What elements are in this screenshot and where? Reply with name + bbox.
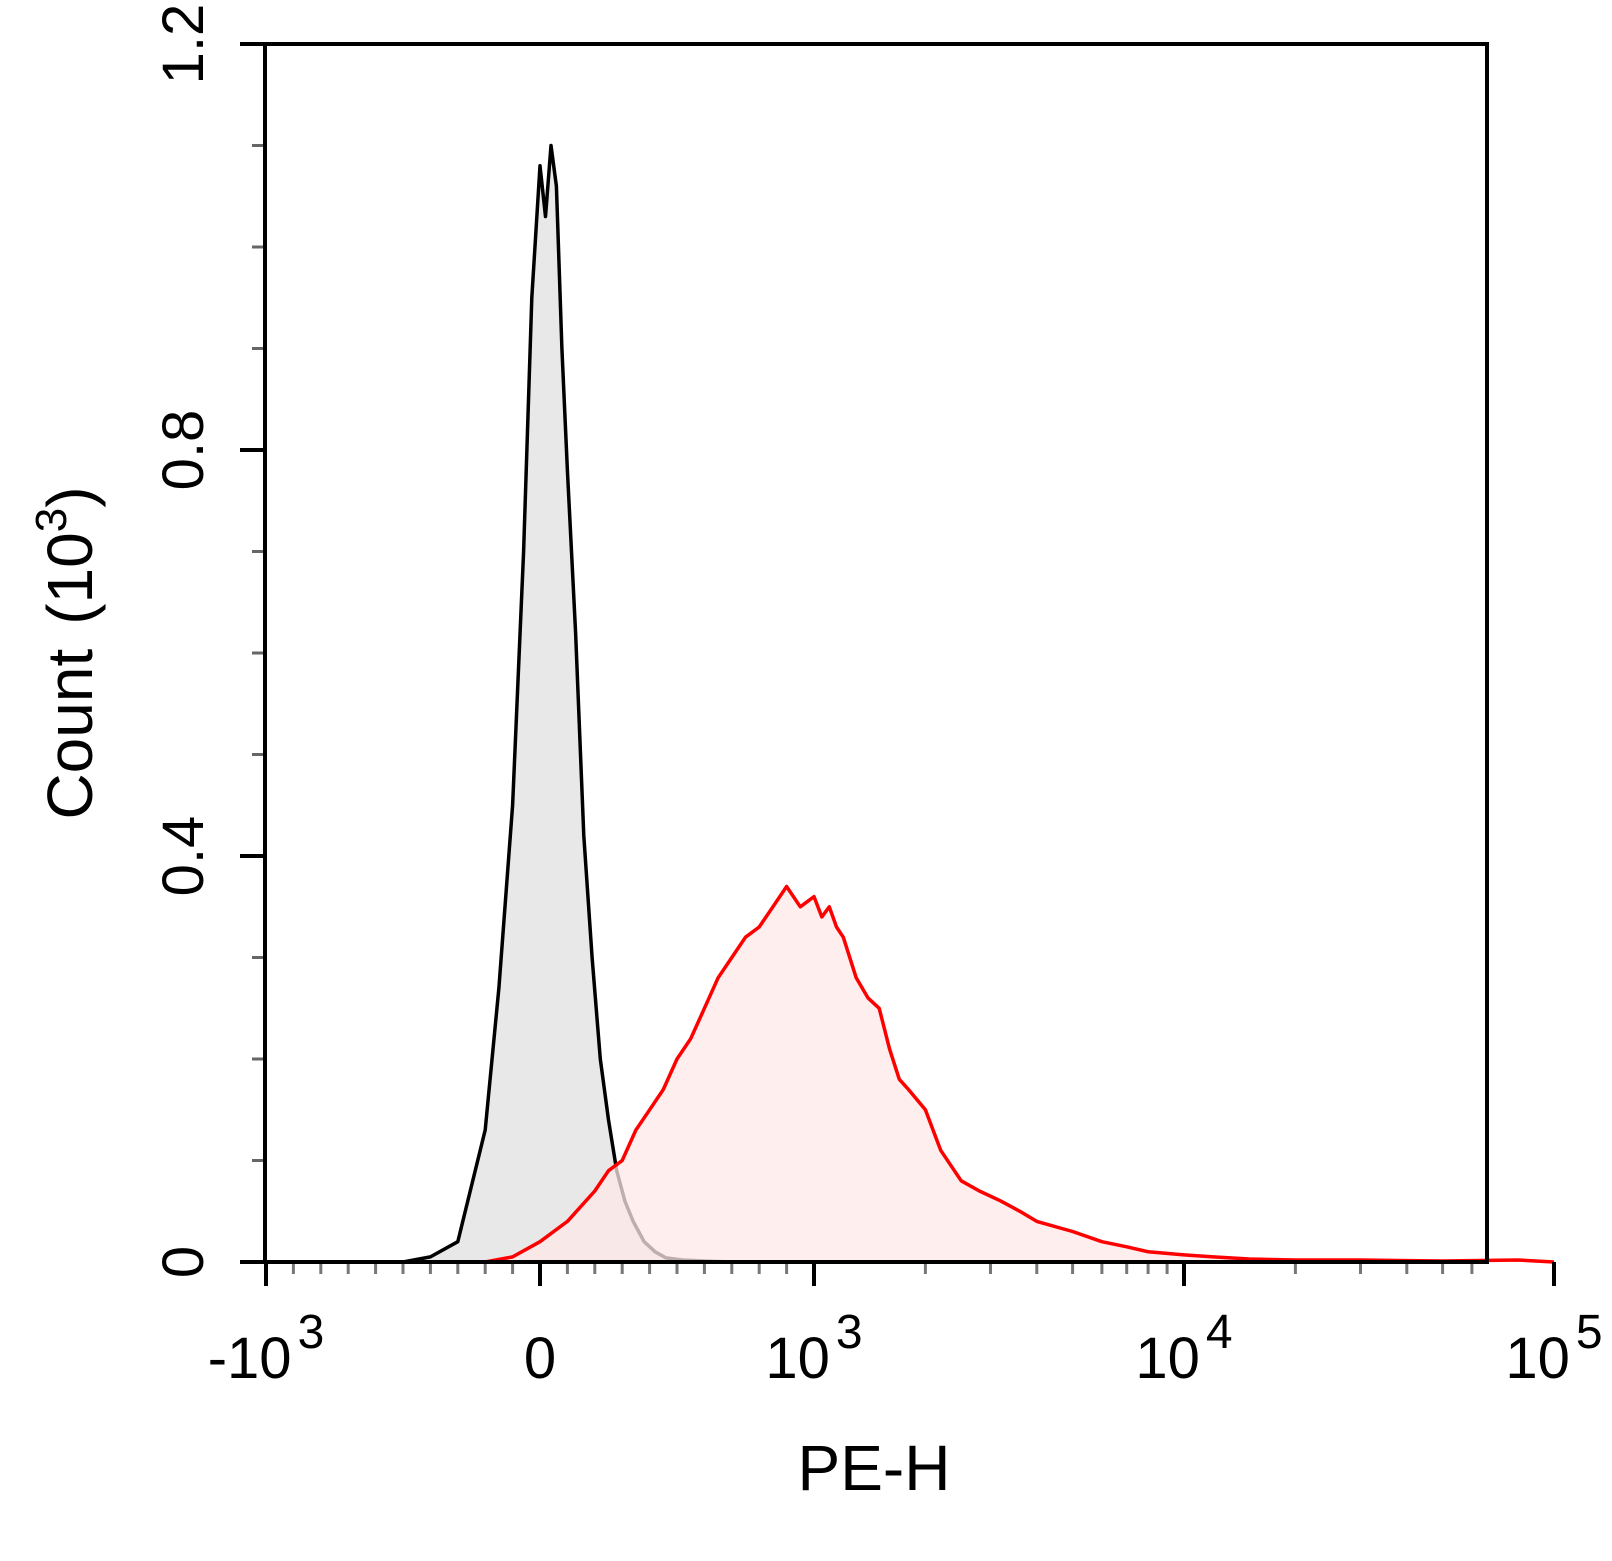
y-tick-label: 0.8: [151, 410, 216, 491]
plot-layer: [402, 143, 1555, 1264]
x-tick-label: 0: [524, 1326, 556, 1391]
y-tick-label-group: 0.8: [151, 410, 216, 491]
svg-text:Count(103): Count (103): [27, 486, 106, 819]
x-axis-label: PE-H: [798, 1432, 951, 1504]
y-tick-label: 0: [151, 1246, 216, 1278]
x-tick-label: 10 4: [1135, 1306, 1232, 1391]
y-tick-label: 1.2: [151, 4, 216, 85]
series-2-line: [484, 884, 1555, 1264]
plot-frame: [263, 42, 1489, 1264]
y-axis-label-group: Count (103): [27, 486, 106, 819]
y-tick-label: 0.4: [151, 816, 216, 897]
tick-layer: 0 0.4 0.8 1.2 -10 3 0 10 3 10 4 10 5: [151, 4, 1603, 1391]
y-tick-label-group: 0: [151, 1246, 216, 1278]
x-tick-label: -10 3: [208, 1306, 325, 1391]
y-axis-unit-base: (10: [34, 532, 106, 625]
y-tick-label-group: 0.4: [151, 816, 216, 897]
y-axis-unit-exp: 3: [27, 508, 76, 532]
y-axis-unit-close: ): [34, 486, 106, 507]
series-2-fill: [485, 886, 1555, 1262]
y-axis-label: Count: [34, 649, 106, 820]
series-1-fill: [403, 145, 732, 1262]
y-tick-label-group: 1.2: [151, 4, 216, 85]
x-tick-label: 10 5: [1505, 1306, 1602, 1391]
x-tick-label: 10 3: [765, 1306, 862, 1391]
